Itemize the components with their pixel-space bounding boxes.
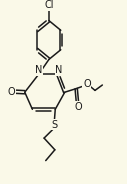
Text: O: O [83,79,91,89]
Text: S: S [51,120,57,130]
Text: O: O [74,102,82,112]
Text: O: O [7,87,15,97]
Text: N: N [35,65,42,75]
Text: N: N [55,65,62,75]
Text: Cl: Cl [44,0,54,10]
